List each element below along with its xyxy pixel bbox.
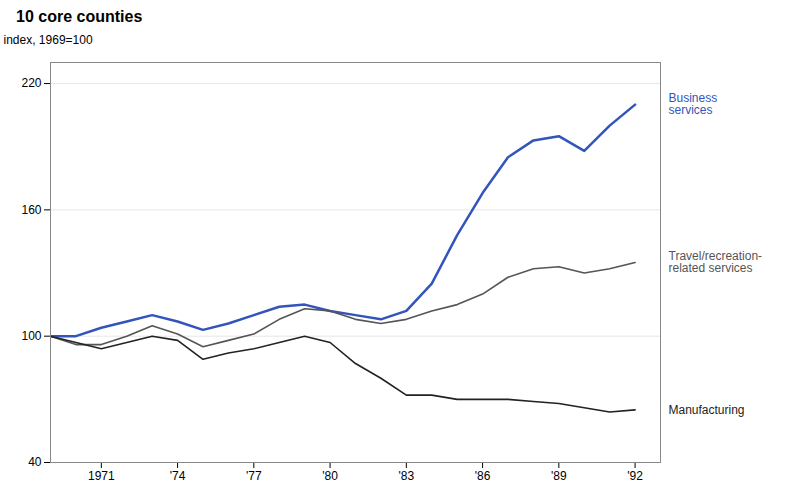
html-text:10 core counties: 10 core counties bbox=[16, 8, 143, 25]
svg-text:160: 160 bbox=[21, 203, 41, 217]
svg-text:Manufacturing: Manufacturing bbox=[669, 403, 745, 417]
svg-text:100: 100 bbox=[21, 329, 41, 343]
svg-text:index, 1969=100: index, 1969=100 bbox=[4, 33, 93, 47]
svg-text:'92: '92 bbox=[627, 469, 643, 483]
svg-text:'86: '86 bbox=[475, 469, 491, 483]
svg-text:220: 220 bbox=[21, 76, 41, 90]
svg-text:1971: 1971 bbox=[88, 469, 115, 483]
svg-text:Travel/recreation-related serv: Travel/recreation-related services bbox=[669, 249, 763, 275]
svg-text:'80: '80 bbox=[322, 469, 338, 483]
svg-text:'89: '89 bbox=[551, 469, 567, 483]
svg-text:'77: '77 bbox=[246, 469, 262, 483]
svg-text:40: 40 bbox=[28, 455, 42, 469]
svg-text:'74: '74 bbox=[170, 469, 186, 483]
svg-text:'83: '83 bbox=[399, 469, 415, 483]
svg-text:Businessservices: Businessservices bbox=[669, 91, 718, 117]
